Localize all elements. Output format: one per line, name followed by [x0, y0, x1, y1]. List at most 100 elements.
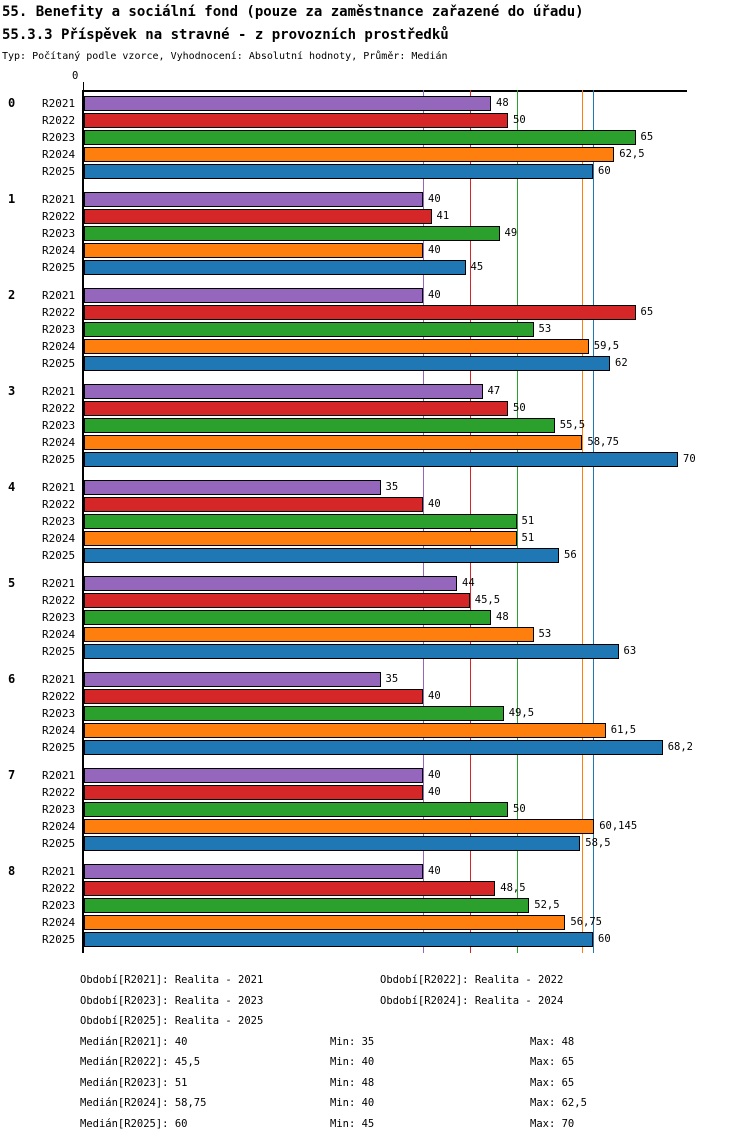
series-row-label-R2024: R2024 [42, 532, 76, 546]
bar-R2021-group-0 [84, 95, 491, 111]
bar-R2024-group-6 [84, 723, 606, 739]
bar-value-label: 44 [462, 576, 475, 589]
series-row-label-R2024: R2024 [42, 148, 76, 162]
bar-value-label: 61,5 [610, 724, 637, 737]
bar-R2024-group-7 [84, 819, 595, 835]
series-row-label-R2021: R2021 [42, 576, 76, 590]
bar-R2022-group-6 [84, 688, 423, 704]
bar-value-label: 56 [564, 549, 577, 562]
bar-value-label: 49 [504, 226, 518, 239]
series-row-label-R2023: R2023 [42, 130, 76, 144]
series-row-label-R2021: R2021 [42, 288, 76, 302]
bar-R2022-group-1 [84, 208, 432, 224]
bar-value-label: 40 [428, 192, 441, 205]
bar-value-label: 40 [428, 785, 441, 798]
bar-value-label: 48 [496, 96, 509, 109]
bar-value-label: 55,5 [559, 418, 586, 431]
bar-R2025-group-2 [84, 356, 610, 372]
bar-value-label: 60 [598, 165, 611, 178]
series-row-label-R2024: R2024 [42, 436, 76, 450]
bar-R2025-group-1 [84, 260, 466, 276]
period-legend-item: Období[R2023]: Realita - 2023 [80, 994, 264, 1007]
median-line-R2024 [582, 90, 584, 953]
bar-value-label: 41 [436, 209, 450, 222]
series-row-label-R2021: R2021 [42, 768, 76, 782]
stat-max: Max: 62,5 [530, 1097, 587, 1109]
bar-value-label: 60,145 [599, 820, 638, 833]
bar-R2022-group-2 [84, 304, 636, 320]
group-label-1: 1 [8, 191, 16, 206]
bar-value-label: 53 [538, 322, 552, 335]
bar-R2021-group-1 [84, 191, 423, 207]
group-label-5: 5 [8, 575, 16, 590]
bar-value-label: 50 [513, 113, 526, 126]
bar-value-label: 62 [615, 357, 628, 370]
series-row-label-R2025: R2025 [42, 837, 76, 851]
period-legend-item: Období[R2024]: Realita - 2024 [380, 994, 564, 1007]
stat-max: Max: 65 [530, 1076, 575, 1089]
bar-R2021-group-5 [84, 575, 457, 591]
bar-R2023-group-7 [84, 801, 508, 817]
bar-value-label: 68,2 [667, 741, 693, 754]
series-row-label-R2021: R2021 [42, 864, 76, 878]
bar-value-label: 60 [598, 933, 611, 946]
bar-value-label: 50 [513, 802, 526, 815]
bar-R2025-group-7 [84, 836, 581, 852]
bar-R2021-group-8 [84, 863, 423, 879]
bar-value-label: 52,5 [534, 898, 560, 911]
series-row-label-R2025: R2025 [42, 933, 76, 947]
axis-origin-tick [83, 82, 84, 90]
group-label-0: 0 [8, 95, 16, 110]
series-row-label-R2021: R2021 [42, 192, 76, 206]
bar-R2021-group-7 [84, 767, 423, 783]
series-row-label-R2022: R2022 [42, 401, 76, 415]
bar-R2022-group-8 [84, 880, 496, 896]
group-label-7: 7 [8, 767, 16, 782]
bar-value-label: 47 [487, 384, 501, 397]
bar-R2025-group-8 [84, 932, 593, 948]
series-row-label-R2025: R2025 [42, 165, 76, 179]
bar-R2023-group-6 [84, 705, 504, 721]
stat-median: Medián[R2025]: 60 [80, 1117, 188, 1130]
series-row-label-R2021: R2021 [42, 96, 76, 110]
bar-R2023-group-1 [84, 225, 500, 241]
bar-R2025-group-0 [84, 164, 593, 180]
series-row-label-R2023: R2023 [42, 514, 76, 528]
series-row-label-R2022: R2022 [42, 305, 76, 319]
period-legend-item: Období[R2021]: Realita - 2021 [80, 974, 264, 986]
bar-R2021-group-2 [84, 287, 423, 303]
series-row-label-R2022: R2022 [42, 209, 76, 223]
stat-min: Min: 48 [330, 1076, 375, 1089]
series-row-label-R2025: R2025 [42, 453, 76, 467]
bar-value-label: 53 [538, 628, 552, 641]
bar-value-label: 49,5 [508, 706, 535, 719]
series-row-label-R2024: R2024 [42, 916, 76, 930]
bar-R2024-group-5 [84, 627, 534, 643]
bar-value-label: 50 [513, 401, 526, 414]
period-legend-item: Období[R2025]: Realita - 2025 [80, 1015, 264, 1027]
bar-value-label: 40 [428, 689, 441, 702]
median-line-R2025 [593, 90, 594, 953]
bar-value-label: 65 [640, 130, 654, 143]
bar-R2023-group-3 [84, 417, 555, 433]
bar-value-label: 70 [683, 453, 696, 466]
group-label-4: 4 [8, 479, 16, 494]
bar-value-label: 40 [428, 288, 441, 301]
page-subtitle: 55.3.3 Příspěvek na stravné - z provozní… [2, 27, 449, 43]
bar-R2025-group-6 [84, 740, 663, 756]
series-row-label-R2024: R2024 [42, 628, 76, 642]
series-row-label-R2023: R2023 [42, 706, 76, 720]
stat-min: Min: 35 [330, 1035, 375, 1048]
series-row-label-R2022: R2022 [42, 881, 76, 895]
series-row-label-R2022: R2022 [42, 593, 76, 607]
stat-median: Medián[R2024]: 58,75 [80, 1097, 207, 1109]
series-row-label-R2023: R2023 [42, 322, 76, 336]
bar-R2023-group-5 [84, 609, 491, 625]
bar-R2024-group-1 [84, 243, 423, 259]
series-row-label-R2025: R2025 [42, 261, 76, 275]
series-row-label-R2023: R2023 [42, 802, 76, 816]
bar-R2025-group-5 [84, 644, 619, 660]
bar-value-label: 59,5 [593, 340, 620, 353]
bar-value-label: 51 [521, 514, 535, 527]
